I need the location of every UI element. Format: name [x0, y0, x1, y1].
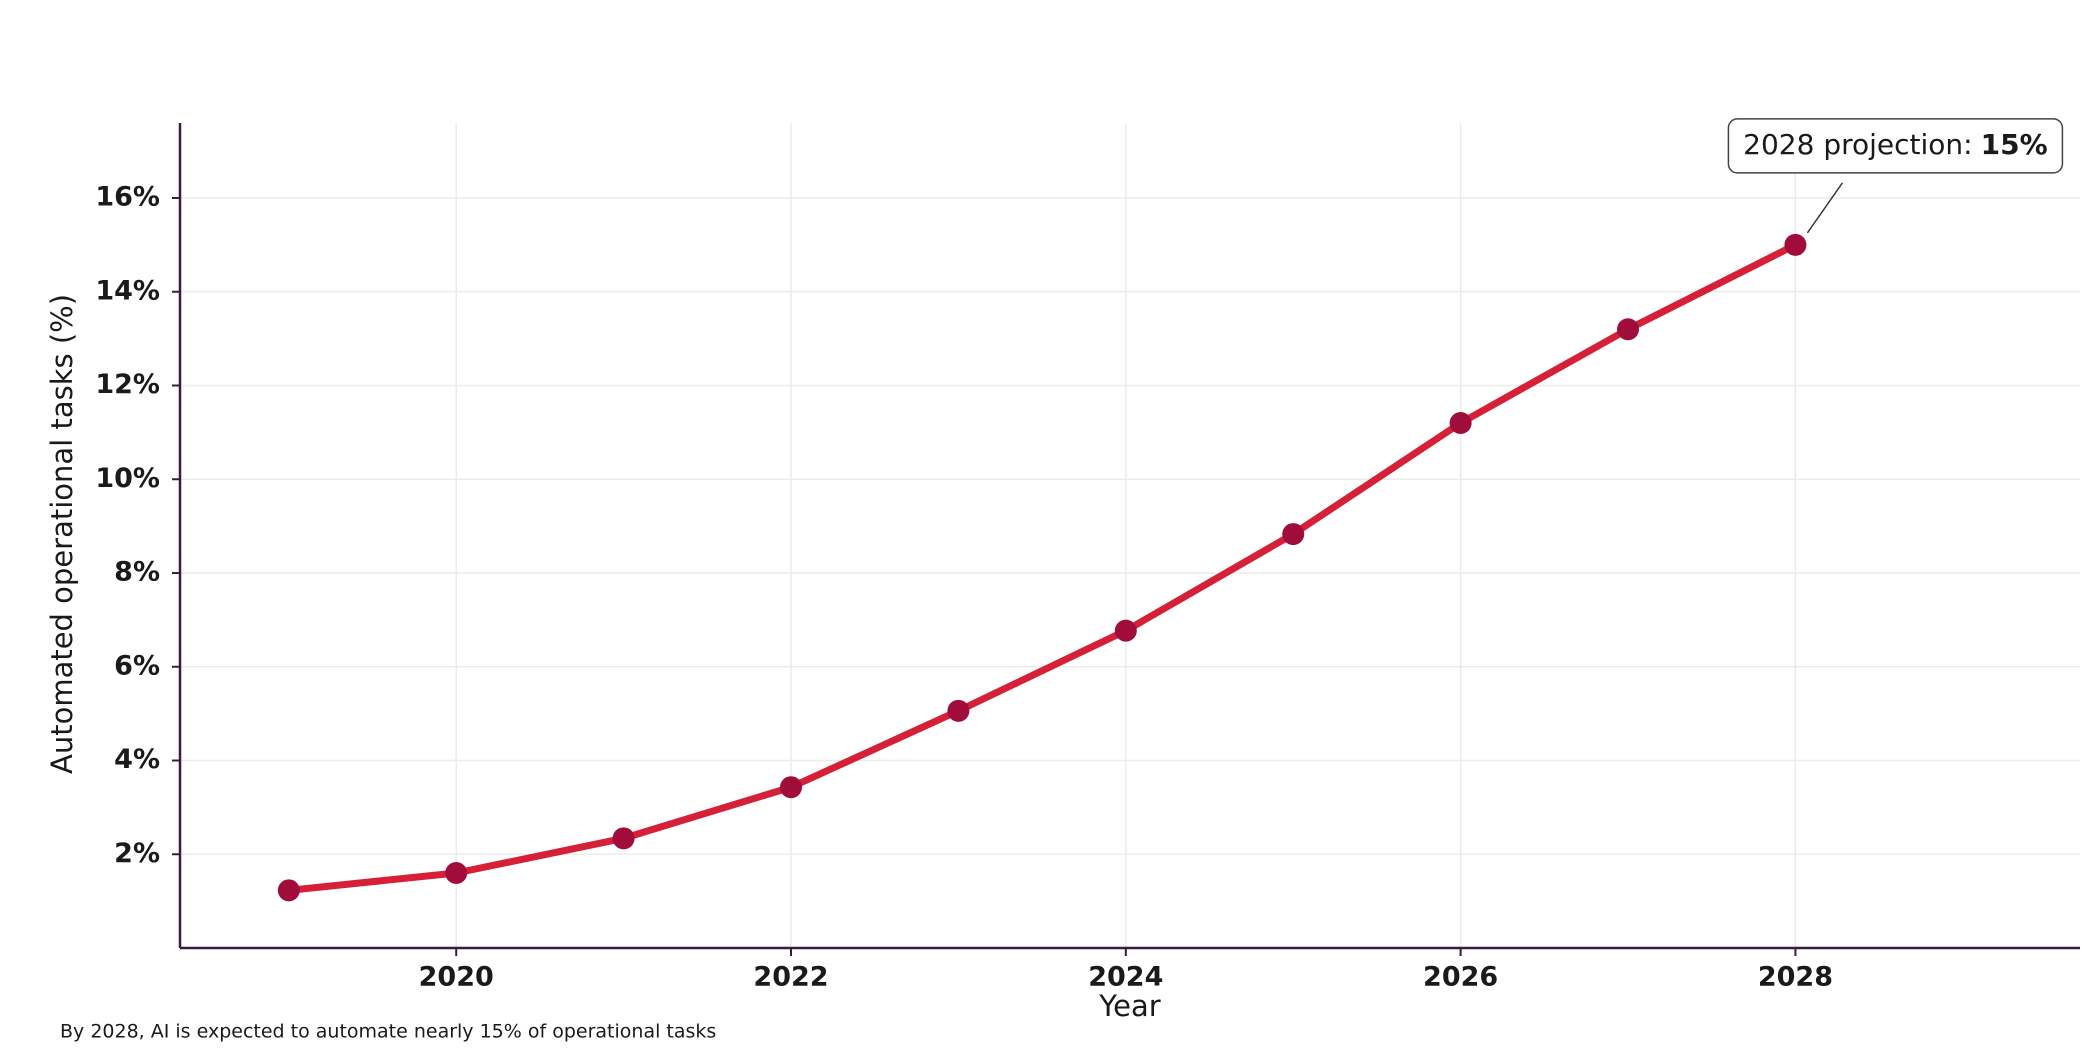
marker	[780, 776, 803, 799]
y-tick-label: 14%	[95, 275, 160, 306]
marker	[947, 699, 970, 722]
annotation: 2028 projection: 15%	[1743, 128, 2047, 161]
marker	[1114, 619, 1137, 642]
marker	[612, 827, 635, 850]
annotation-highlight: 15%	[1981, 128, 2048, 161]
y-tick-label: 6%	[114, 650, 160, 681]
marker	[1282, 523, 1305, 546]
annotation-box	[1727, 118, 2064, 174]
annotation-text: 2028 projection:	[1743, 128, 1972, 161]
marker	[445, 862, 468, 884]
marker	[277, 879, 300, 902]
caption: By 2028, AI is expected to automate near…	[60, 1021, 716, 1043]
x-axis-label: Year	[1098, 989, 1160, 1023]
y-tick-label: 12%	[95, 369, 160, 400]
y-tick-label: 16%	[95, 182, 160, 213]
x-tick-label: 2022	[753, 962, 828, 993]
x-tick-label: 2020	[419, 962, 494, 993]
x-tick-label: 2028	[1758, 962, 1833, 993]
y-tick-label: 10%	[95, 463, 160, 494]
marker	[1784, 233, 1807, 256]
y-tick-label: 8%	[114, 557, 160, 588]
annotation-connector	[1806, 182, 1844, 234]
y-tick-label: 2%	[114, 838, 160, 869]
y-axis-label: Automated operational tasks (%)	[45, 294, 79, 774]
x-tick-label: 2026	[1423, 962, 1498, 993]
marker	[1617, 318, 1640, 341]
line	[288, 241, 1797, 894]
x-tick-label: 2024	[1088, 962, 1163, 993]
marker	[1449, 412, 1472, 434]
y-tick-label: 4%	[114, 744, 160, 775]
